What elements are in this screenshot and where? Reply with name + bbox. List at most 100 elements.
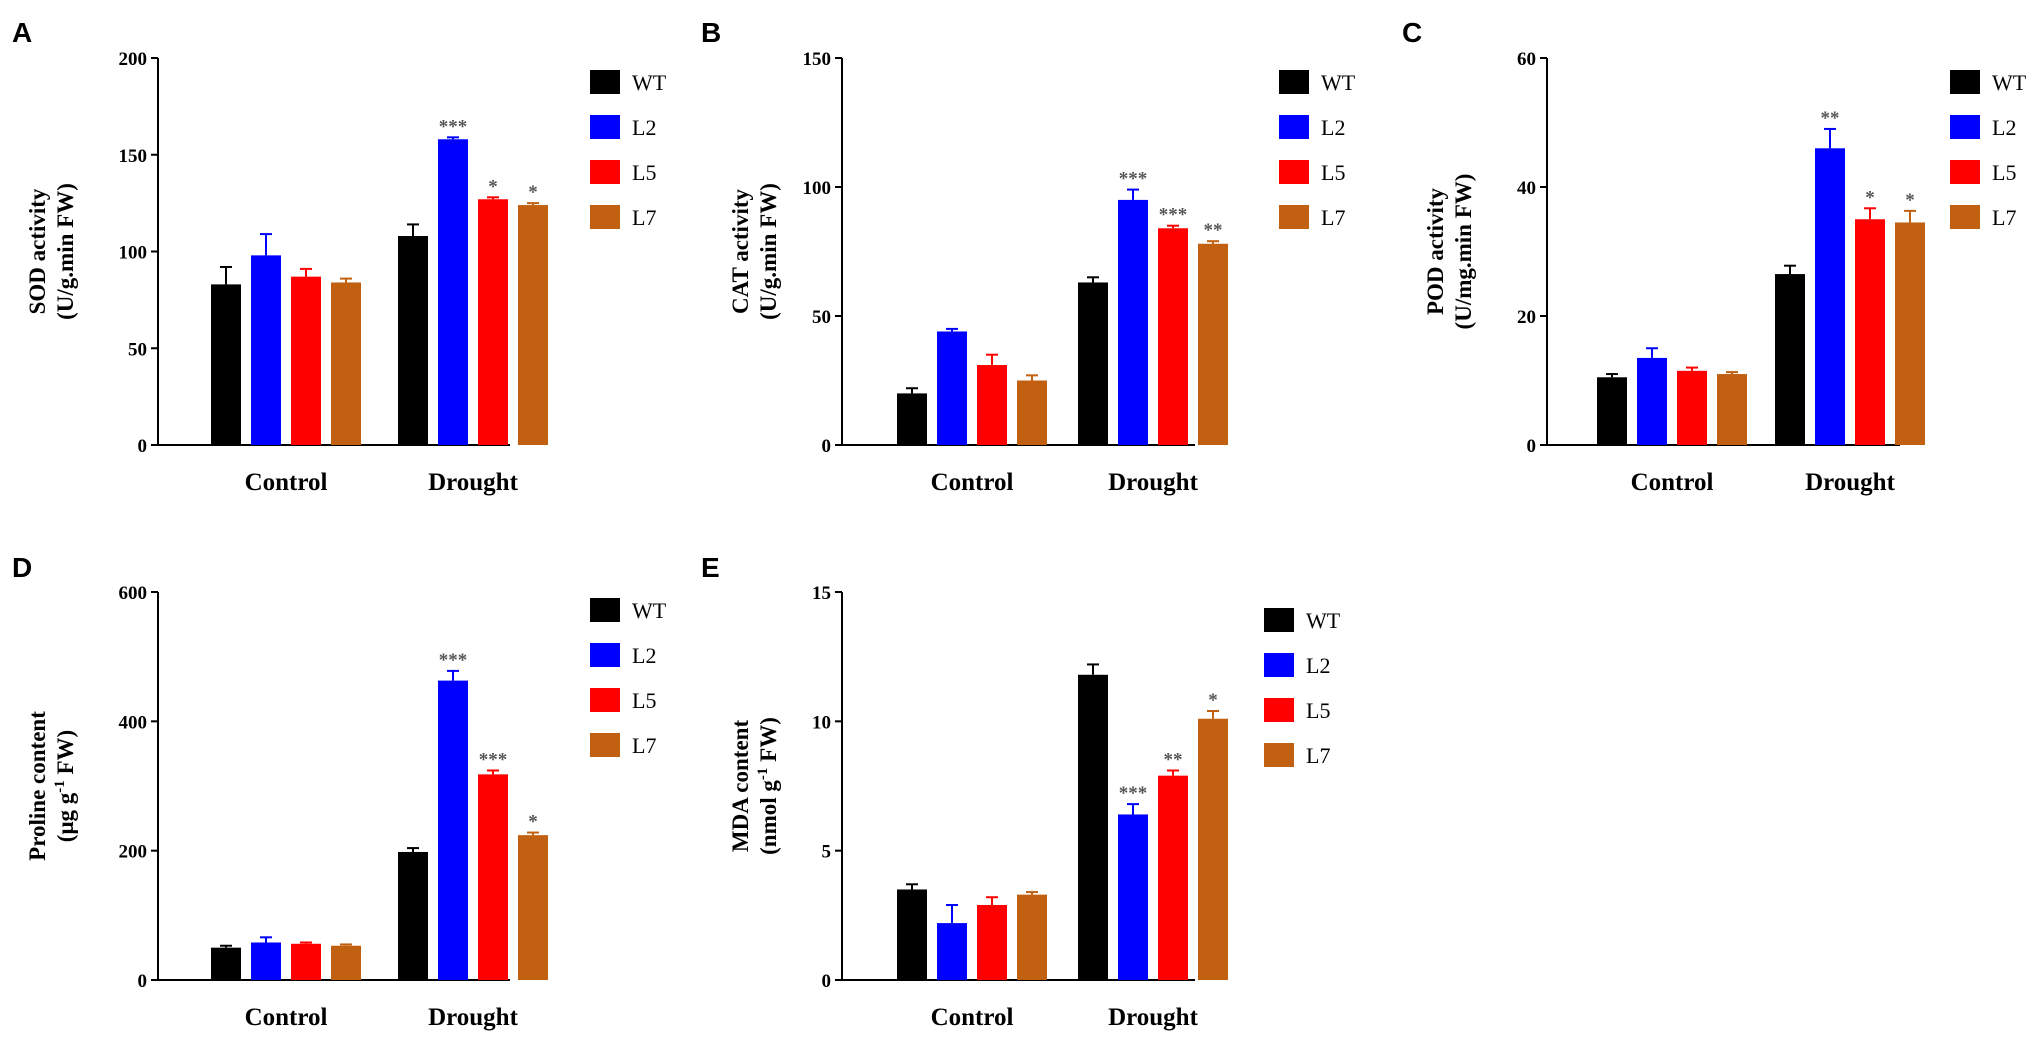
bar-l7-control: [331, 282, 361, 445]
significance-label: ***: [439, 116, 468, 137]
bar-l2-control: [937, 331, 967, 445]
bar-l5-control: [291, 276, 321, 445]
legend-label: L5: [632, 688, 656, 713]
bar-l7-drought: [1895, 222, 1925, 445]
y-tick-label: 0: [822, 971, 832, 992]
legend-label: WT: [1992, 70, 2027, 95]
significance-label: *: [528, 812, 538, 833]
legend-swatch-l7: [1950, 205, 1980, 229]
significance-label: *: [528, 182, 538, 203]
x-category-label: Drought: [1108, 469, 1199, 496]
y-axis-unit: (nmol g-1 FW): [755, 717, 781, 855]
bar-l5-drought: [478, 774, 508, 980]
bar-l2-drought: [1815, 148, 1845, 446]
legend-swatch-l2: [590, 115, 620, 139]
legend-label: WT: [1306, 608, 1341, 633]
x-category-label: Drought: [428, 1004, 519, 1031]
significance-label: ***: [1159, 205, 1188, 226]
legend-swatch-wt: [1279, 70, 1309, 94]
legend-swatch-l5: [1950, 160, 1980, 184]
significance-label: ***: [439, 650, 468, 671]
bar-l2-control: [251, 942, 281, 980]
legend-swatch-l5: [590, 688, 620, 712]
legend-swatch-wt: [590, 70, 620, 94]
significance-label: *: [1905, 190, 1915, 211]
x-category-label: Control: [245, 1004, 328, 1031]
y-tick-label: 200: [119, 842, 148, 863]
x-category-label: Control: [1631, 469, 1714, 496]
y-tick-label: 150: [803, 49, 832, 70]
significance-label: ***: [479, 749, 508, 770]
x-category-label: Drought: [1805, 469, 1896, 496]
bar-l2-drought: [438, 139, 468, 445]
bar-l5-control: [977, 904, 1007, 980]
y-tick-label: 0: [138, 436, 148, 457]
bar-l5-control: [977, 365, 1007, 445]
bar-l2-drought: [1118, 199, 1148, 445]
bar-l2-control: [1637, 357, 1667, 445]
significance-label: ***: [1119, 169, 1148, 190]
bar-wt-drought: [398, 851, 428, 980]
legend-swatch-wt: [1950, 70, 1980, 94]
bar-wt-drought: [398, 236, 428, 445]
y-axis-title: Proline content: [25, 711, 50, 861]
x-category-label: Drought: [428, 469, 519, 496]
bar-wt-drought: [1078, 674, 1108, 980]
y-axis-title: MDA content: [728, 720, 753, 853]
y-tick-label: 50: [128, 339, 147, 360]
legend-label: L2: [1992, 115, 2016, 140]
bar-wt-drought: [1078, 282, 1108, 445]
y-tick-label: 150: [119, 146, 148, 167]
panel-letter: E: [701, 552, 720, 583]
bar-l5-control: [291, 943, 321, 980]
bar-l2-drought: [438, 680, 468, 980]
legend-label: L7: [632, 733, 656, 758]
x-category-label: Control: [931, 1004, 1014, 1031]
significance-label: *: [488, 176, 498, 197]
y-axis-title: SOD activity: [25, 188, 50, 314]
x-category-label: Control: [245, 469, 328, 496]
y-axis-unit: (U/mg.min FW): [1451, 174, 1476, 330]
legend-label: L5: [1306, 698, 1330, 723]
significance-label: **: [1821, 108, 1840, 129]
y-tick-label: 5: [822, 842, 832, 863]
bar-l2-drought: [1118, 814, 1148, 980]
legend-label: L7: [632, 205, 656, 230]
bar-l7-control: [1017, 380, 1047, 445]
y-tick-label: 0: [822, 436, 832, 457]
panel-c: C 0 20 40 60 POD activity (U/mg.min FW) Control…: [1402, 17, 2027, 496]
y-tick-label: 200: [119, 49, 148, 70]
significance-label: *: [1865, 187, 1875, 208]
y-tick-label: 15: [812, 583, 831, 604]
legend-label: L7: [1992, 205, 2016, 230]
legend-label: L5: [632, 160, 656, 185]
legend-swatch-l7: [1279, 205, 1309, 229]
legend-swatch-l2: [1950, 115, 1980, 139]
legend-swatch-l2: [1279, 115, 1309, 139]
legend-label: L7: [1321, 205, 1345, 230]
y-axis-unit: (U/g.min FW): [53, 183, 78, 320]
bar-l7-drought: [518, 205, 548, 445]
legend-swatch-l5: [1279, 160, 1309, 184]
bar-l5-drought: [1855, 219, 1885, 445]
panel-letter: D: [12, 552, 32, 583]
legend-label: L2: [1321, 115, 1345, 140]
y-axis-title: POD activity: [1423, 187, 1448, 315]
y-tick-label: 50: [812, 307, 831, 328]
y-axis-unit: (μg g-1 FW): [52, 730, 78, 842]
panel-b: B 0 50 100 150 CAT activity (U/g.min FW) Contro…: [701, 17, 1356, 496]
legend-swatch-l7: [590, 205, 620, 229]
panel-a: A 0 50 100 150 200 SOD activity (U/g.min FW) Con…: [12, 17, 667, 496]
legend-label: WT: [632, 598, 667, 623]
bar-l7-control: [331, 945, 361, 980]
y-tick-label: 20: [1517, 307, 1536, 328]
bar-l7-control: [1717, 374, 1747, 445]
significance-label: **: [1164, 749, 1183, 770]
legend-label: WT: [1321, 70, 1356, 95]
significance-label: *: [1208, 690, 1218, 711]
y-tick-label: 100: [803, 178, 832, 199]
legend-label: WT: [632, 70, 667, 95]
bar-l7-drought: [518, 835, 548, 980]
y-axis-unit: (U/g.min FW): [756, 183, 781, 320]
